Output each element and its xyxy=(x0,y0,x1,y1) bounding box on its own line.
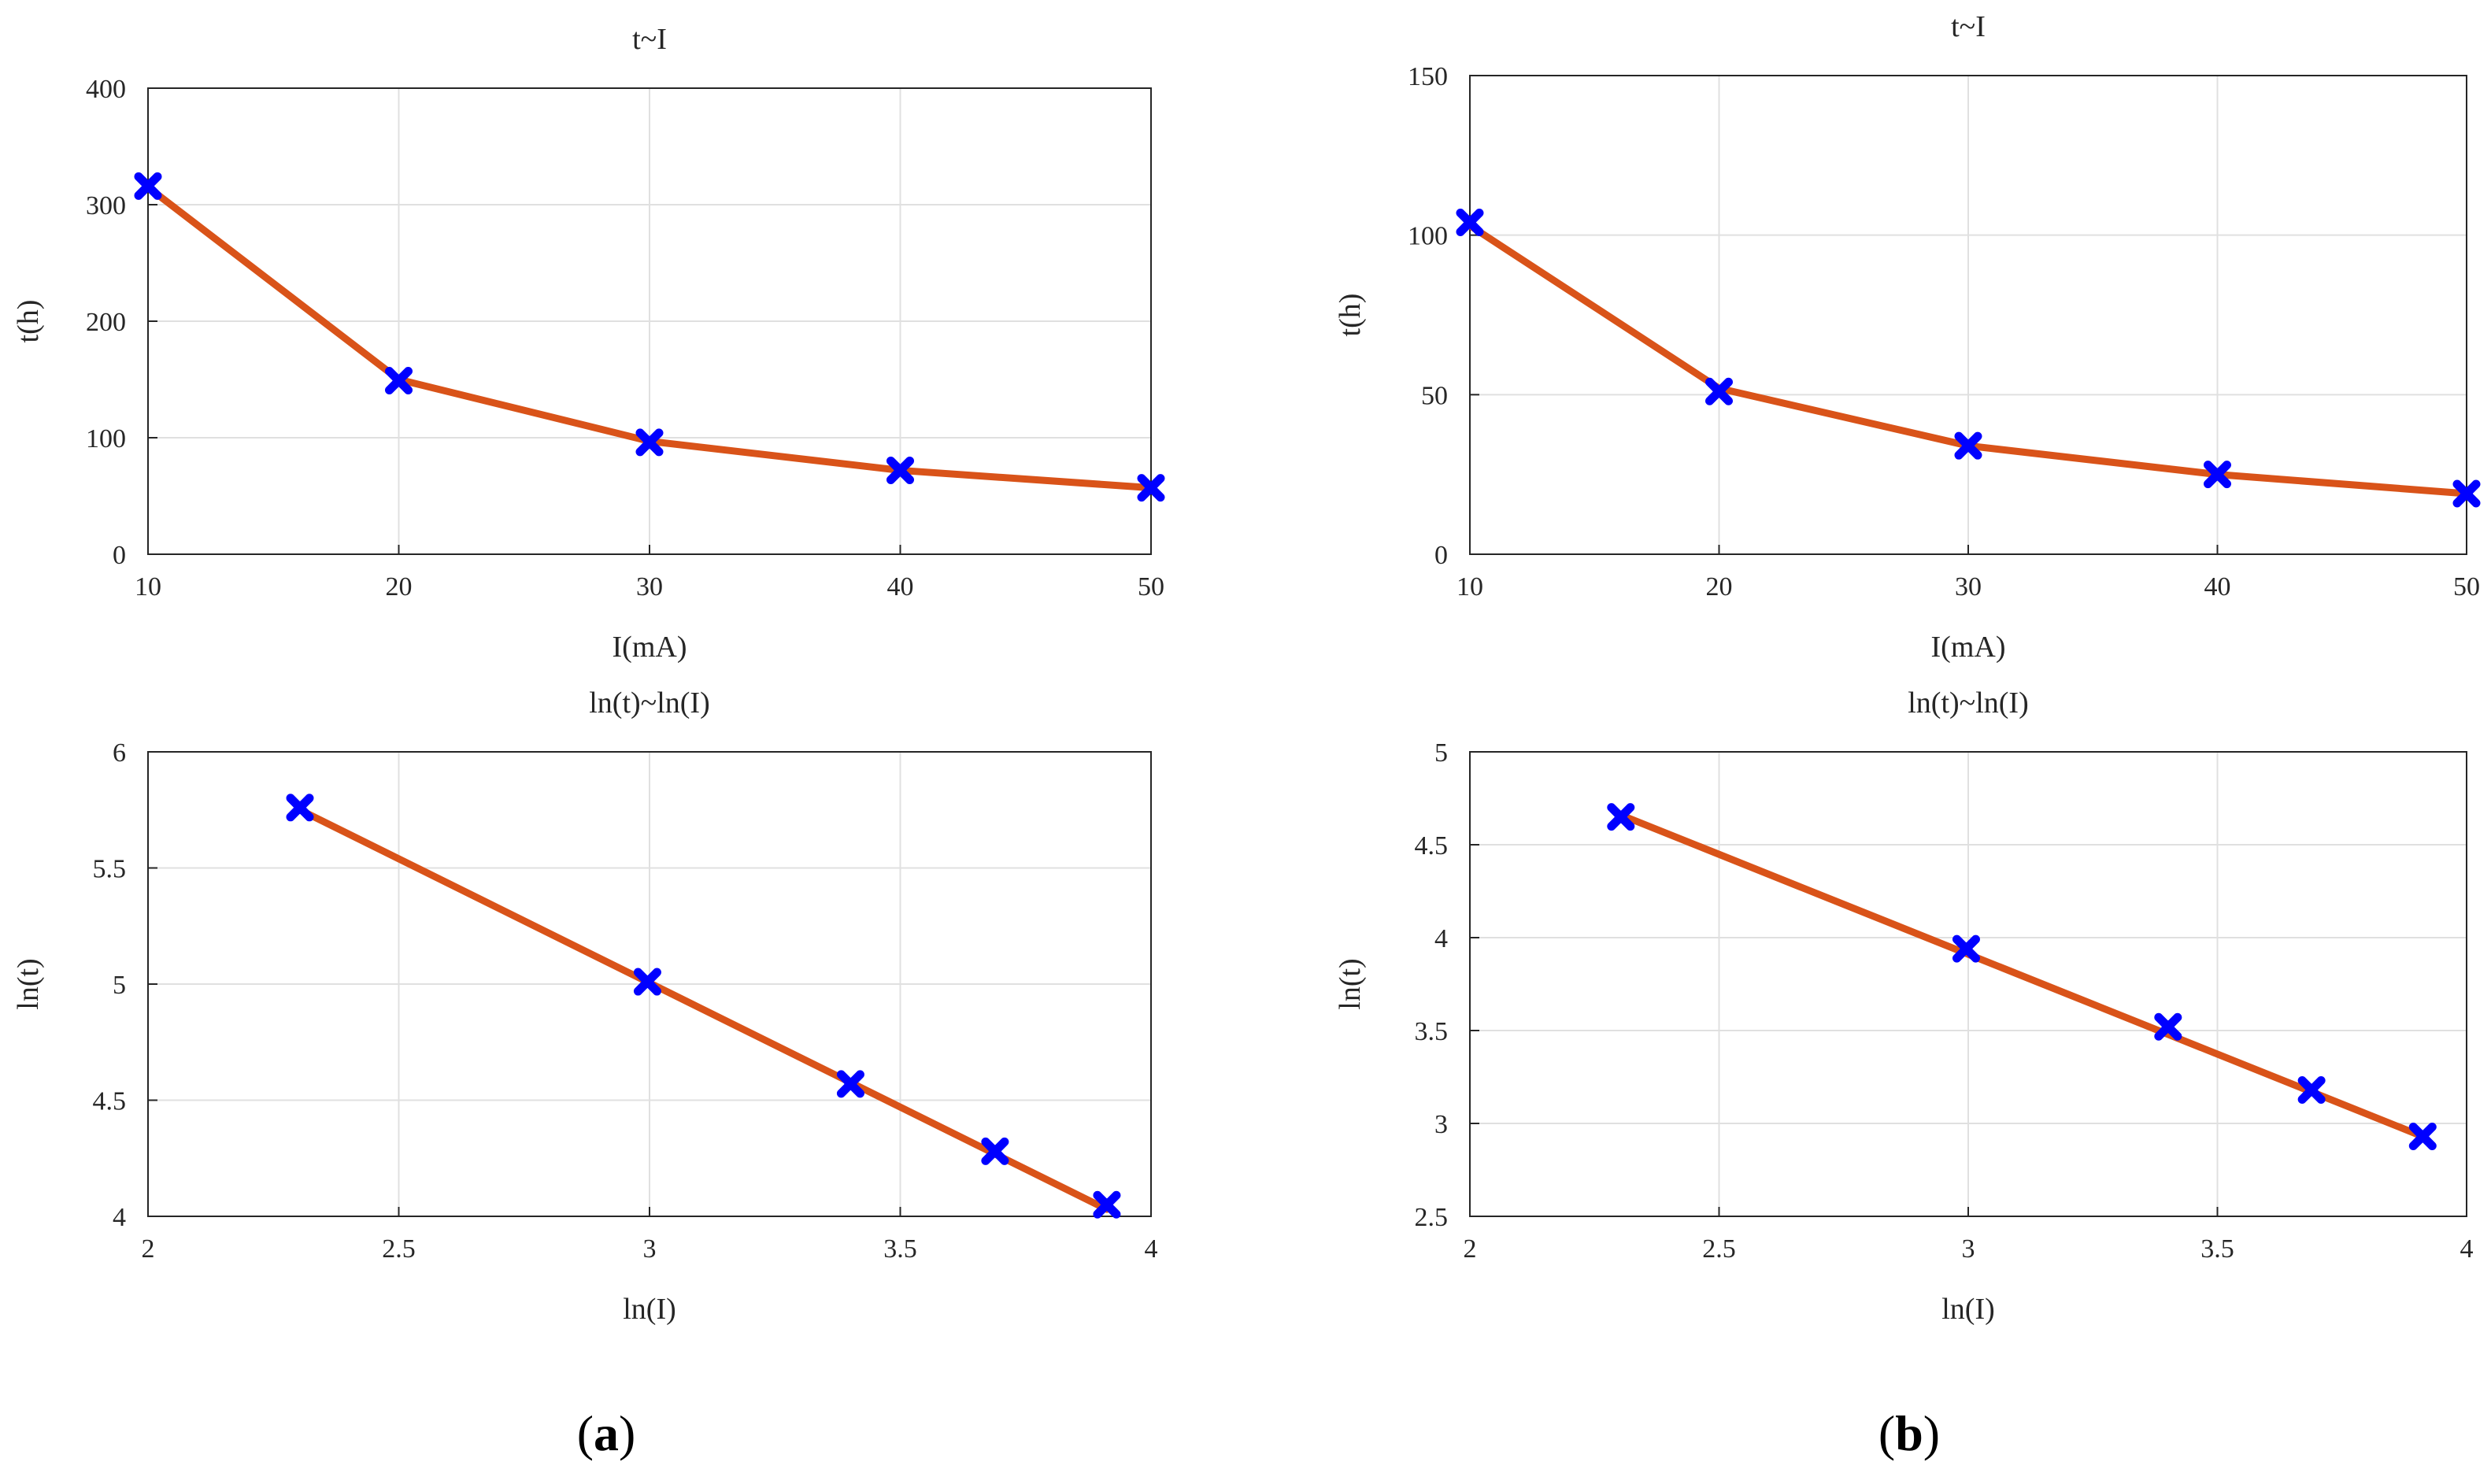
x-tick-label: 50 xyxy=(1138,572,1164,601)
data-point-core xyxy=(1464,216,1476,229)
data-point-core xyxy=(844,1077,857,1090)
x-tick-label: 4 xyxy=(1145,1234,1158,1264)
y-axis-label: t(h) xyxy=(1334,294,1367,337)
data-point-core xyxy=(2460,487,2473,500)
x-tick-label: 4 xyxy=(2460,1234,2474,1264)
data-point-core xyxy=(643,435,656,449)
data-point-core xyxy=(1614,810,1627,823)
data-point-core xyxy=(1100,1198,1113,1212)
y-tick-label: 100 xyxy=(1408,222,1448,251)
chart-title: ln(t)~ln(I) xyxy=(589,686,710,720)
x-tick-label: 3.5 xyxy=(883,1234,917,1264)
x-tick-label: 2.5 xyxy=(1702,1234,1736,1264)
chart-title: ln(t)~ln(I) xyxy=(1908,686,2029,720)
y-tick-label: 2.5 xyxy=(1415,1203,1449,1232)
data-point-core xyxy=(2161,1020,2175,1034)
data-point-core xyxy=(1145,481,1157,494)
data-point-core xyxy=(2305,1083,2319,1097)
y-tick-label: 100 xyxy=(86,424,126,453)
y-axis-label: ln(t) xyxy=(1334,958,1367,1009)
y-tick-label: 4.5 xyxy=(1415,831,1449,860)
x-tick-label: 20 xyxy=(386,572,413,601)
y-tick-label: 3 xyxy=(1434,1110,1448,1139)
y-tick-label: 0 xyxy=(113,541,126,570)
data-point-core xyxy=(294,801,307,814)
x-axis-label: I(mA) xyxy=(613,631,687,664)
y-tick-label: 5.5 xyxy=(93,855,127,884)
y-tick-label: 50 xyxy=(1421,381,1448,410)
series-line-fit xyxy=(1617,811,2426,1141)
x-tick-label: 3 xyxy=(643,1234,657,1264)
panel-label-a: (a) xyxy=(577,1405,636,1461)
x-tick-label: 2 xyxy=(142,1234,155,1264)
y-tick-label: 4 xyxy=(1434,924,1448,953)
x-tick-label: 40 xyxy=(2204,572,2231,601)
chart-a-top: 10 20 30 40 50 0 100 200 300 400 t~I I(mA) t(h) xyxy=(12,23,1165,664)
data-point-core xyxy=(1712,385,1726,398)
x-tick-label: 20 xyxy=(1706,572,1733,601)
data-point-core xyxy=(988,1145,1001,1158)
x-axis-label: ln(I) xyxy=(1941,1293,1995,1326)
data-point-core xyxy=(2416,1130,2430,1143)
y-tick-label: 5 xyxy=(1434,738,1448,768)
x-tick-label: 3 xyxy=(1962,1234,1975,1264)
y-tick-label: 150 xyxy=(1408,62,1448,91)
chart-b-bottom: 2 2.5 3 3.5 4 2.5 3 3.5 4 4.5 5 ln(t)~ln(I) ln(I) ln(… xyxy=(1334,686,2474,1326)
y-tick-label: 4 xyxy=(113,1203,126,1232)
data-point-core xyxy=(641,975,654,989)
data-point-core xyxy=(2211,468,2224,481)
y-tick-label: 4.5 xyxy=(93,1087,127,1116)
y-tick-label: 3.5 xyxy=(1415,1017,1449,1046)
y-tick-label: 200 xyxy=(86,308,126,337)
x-tick-label: 2.5 xyxy=(382,1234,416,1264)
y-tick-label: 400 xyxy=(86,75,126,104)
chart-a-bottom: 2 2.5 3 3.5 4 4 4.5 5 5.5 6 ln(t)~ln(I) ln(I) ln(t) xyxy=(12,686,1158,1326)
y-tick-label: 300 xyxy=(86,191,126,220)
x-tick-label: 2 xyxy=(1464,1234,1477,1264)
data-point-core xyxy=(142,179,154,193)
data-point-core xyxy=(894,464,907,477)
chart-b-top: 10 20 30 40 50 0 50 100 150 t~I I(mA) t(h) xyxy=(1334,10,2481,664)
x-tick-label: 40 xyxy=(887,572,914,601)
x-tick-label: 50 xyxy=(2453,572,2480,601)
x-axis-label: ln(I) xyxy=(623,1293,676,1326)
y-axis-label: ln(t) xyxy=(12,958,45,1009)
x-tick-label: 30 xyxy=(636,572,663,601)
x-axis-label: I(mA) xyxy=(1931,631,2006,664)
x-tick-label: 3.5 xyxy=(2200,1234,2234,1264)
grid xyxy=(147,87,1152,555)
y-tick-label: 0 xyxy=(1434,541,1448,570)
panel-label-b: (b) xyxy=(1878,1405,1940,1461)
data-point-core xyxy=(1960,942,1973,956)
chart-title: t~I xyxy=(632,23,667,56)
series-line-fit xyxy=(296,806,1111,1213)
chart-title: t~I xyxy=(1951,10,1986,43)
y-tick-label: 6 xyxy=(113,738,126,768)
x-tick-label: 10 xyxy=(1456,572,1483,601)
x-tick-label: 10 xyxy=(135,572,161,601)
y-axis-label: t(h) xyxy=(12,300,45,343)
data-point-core xyxy=(392,374,405,387)
x-tick-label: 30 xyxy=(1955,572,1982,601)
y-tick-label: 5 xyxy=(113,971,126,1000)
data-point-core xyxy=(1962,439,1975,453)
